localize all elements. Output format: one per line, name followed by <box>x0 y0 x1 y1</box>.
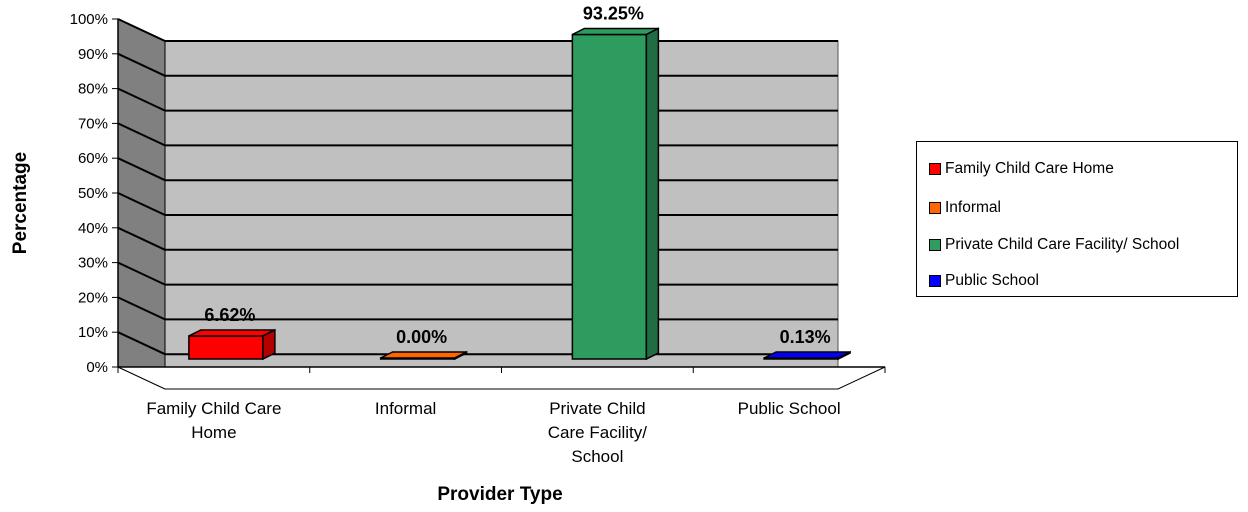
gridline-side <box>117 261 166 286</box>
x-axis-title: Provider Type <box>437 484 562 505</box>
y-tick-label: 100% <box>70 11 108 28</box>
gridline-side <box>117 18 166 42</box>
bar-family-child-care-home <box>188 328 276 361</box>
gridlines <box>117 18 838 356</box>
bar-side <box>645 27 660 361</box>
data-label: 0.00% <box>396 327 447 347</box>
bar-side <box>453 350 468 361</box>
legend-swatch <box>929 239 941 251</box>
bar-top <box>572 27 659 36</box>
bar-top <box>380 351 467 359</box>
y-axis-title: Percentage <box>10 152 31 254</box>
x-category-labels: Family Child Care Home Informal Private Chi… <box>146 399 840 466</box>
gridline-side <box>117 122 166 147</box>
bar-top <box>763 351 851 359</box>
bar-side <box>837 350 851 361</box>
data-label: 6.62% <box>204 305 255 325</box>
y-tick-label: 90% <box>78 46 108 63</box>
y-tick-label: 80% <box>78 81 108 98</box>
data-labels: 6.62% 0.00% 93.25% 0.13% <box>204 3 830 347</box>
gridline-side <box>117 52 166 77</box>
x-category-label: Family Child Care Home <box>146 399 281 442</box>
axes <box>112 18 886 373</box>
y-tick-labels: 0% 10% 20% 30% 40% 50% 60% 70% 80% 90% 100% <box>70 11 108 376</box>
legend-label: Informal <box>945 199 1001 216</box>
gridline-side <box>117 87 166 112</box>
y-tick-label: 30% <box>78 255 108 272</box>
legend: Family Child Care Home Informal Private … <box>916 141 1238 297</box>
x-category-label: Public School <box>738 399 841 418</box>
y-tick-label: 40% <box>78 220 108 237</box>
gridline-side <box>117 192 166 216</box>
y-tick-label: 70% <box>78 115 108 132</box>
gridline-side <box>117 296 166 321</box>
data-label: 93.25% <box>583 3 644 23</box>
y-tick-label: 50% <box>78 185 108 202</box>
gridline-side <box>117 331 166 356</box>
legend-item-informal: Informal <box>929 198 1001 218</box>
bar-front <box>571 33 648 360</box>
legend-item-public-school: Public School <box>929 271 1039 291</box>
bar-front <box>188 335 264 360</box>
bar-public-school <box>763 350 851 361</box>
bar-top <box>188 329 276 337</box>
y-tick-label: 60% <box>78 150 108 167</box>
bar-side <box>262 328 276 361</box>
x-category-label: Private Child Care Facility/School <box>548 399 647 466</box>
legend-label: Private Child Care Facility/ School <box>945 236 1180 253</box>
legend-label: Public School <box>945 272 1039 289</box>
y-tick-label: 20% <box>78 289 108 306</box>
y-tick-label: 0% <box>86 359 108 376</box>
legend-label: Family Child Care Home <box>945 160 1114 177</box>
bar-informal <box>379 350 468 361</box>
legend-item-family-child-care-home: Family Child Care Home <box>929 159 1114 179</box>
data-label: 0.13% <box>780 327 831 347</box>
bar-private-child-care-facility-school <box>571 27 660 361</box>
legend-swatch <box>929 163 941 175</box>
y-tick-label: 10% <box>78 324 108 341</box>
legend-swatch <box>929 275 941 287</box>
legend-item-private-child-care-facility-school: Private Child Care Facility/ School <box>929 235 1179 255</box>
gridline-side <box>117 157 166 182</box>
gridline-side <box>117 226 166 251</box>
bars <box>188 27 851 361</box>
legend-swatch <box>929 202 941 214</box>
x-category-label: Informal <box>375 399 436 418</box>
